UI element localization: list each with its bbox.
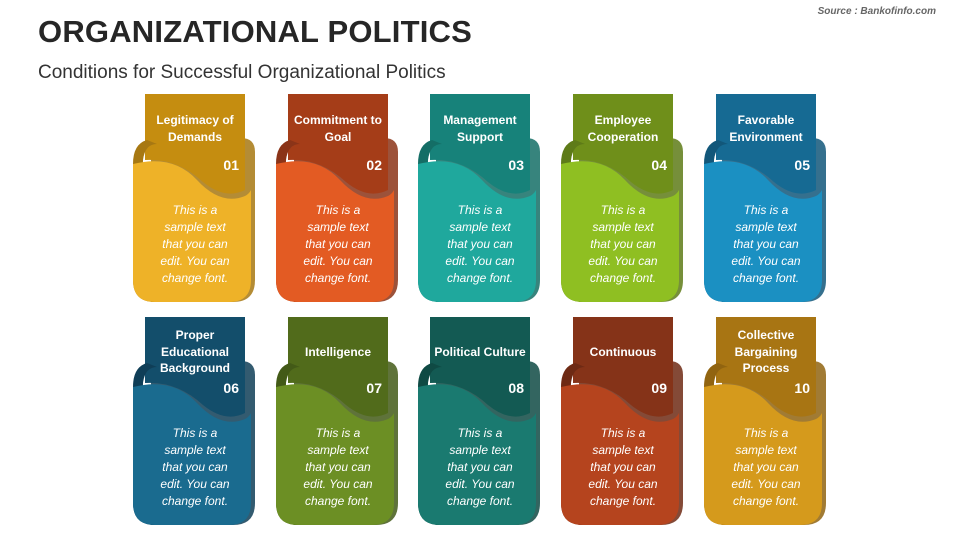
- card-08: Political Culture 08 This is a sample text…: [418, 317, 542, 527]
- card-shape: [276, 94, 398, 302]
- card-number: 03: [508, 157, 524, 173]
- card-number: 02: [366, 157, 382, 173]
- card-title: Proper Educational Background: [159, 327, 230, 376]
- card-title: Commitment to Goal: [294, 113, 382, 144]
- card-title: Collective Bargaining Process: [734, 327, 798, 376]
- card-shape: [561, 94, 683, 302]
- card-shape: [133, 317, 255, 525]
- source-note: Source : Bankofinfo.com: [817, 6, 936, 17]
- card-04: Employee Cooperation 04 This is a sample t…: [561, 94, 685, 304]
- card-shape: [418, 317, 540, 525]
- card-shape: [133, 94, 255, 302]
- card-title: Legitimacy of Demands: [156, 113, 234, 144]
- card-shape: [276, 317, 398, 525]
- card-number: 09: [651, 380, 667, 396]
- card-body-text: This is a sample text that you can edit.…: [160, 426, 230, 508]
- card-number: 07: [366, 380, 382, 396]
- card-title: Favorable Environment: [729, 113, 803, 144]
- card-number: 06: [223, 380, 239, 396]
- card-02: Commitment to Goal 02 This is a sample tex…: [276, 94, 400, 304]
- card-03: Management Support 03 This is a sample tex…: [418, 94, 542, 304]
- card-shape: [704, 94, 826, 302]
- card-05: Favorable Environment 05 This is a sample …: [704, 94, 828, 304]
- card-07: Intelligence 07 This is a sample text that…: [276, 317, 400, 527]
- card-number: 01: [223, 157, 239, 173]
- card-body-text: This is a sample text that you can edit.…: [160, 203, 230, 285]
- card-body-text: This is a sample text that you can edit.…: [303, 203, 373, 285]
- card-shape: [418, 94, 540, 302]
- card-body-text: This is a sample text that you can edit.…: [445, 426, 515, 508]
- card-09: Continuous 09 This is a sample text that y…: [561, 317, 685, 527]
- card-06: Proper Educational Background 06 This is a…: [133, 317, 257, 527]
- card-number: 05: [794, 157, 810, 173]
- card-shape: [561, 317, 683, 525]
- card-body-text: This is a sample text that you can edit.…: [303, 426, 373, 508]
- card-title: Management Support: [443, 113, 517, 144]
- card-10: Collective Bargaining Process 10 This is a…: [704, 317, 828, 527]
- card-number: 04: [651, 157, 667, 173]
- card-body-text: This is a sample text that you can edit.…: [445, 203, 515, 285]
- card-title: Political Culture: [434, 344, 526, 359]
- card-title: Employee Cooperation: [587, 113, 659, 144]
- card-shape: [704, 317, 826, 525]
- page-subtitle: Conditions for Successful Organizational…: [38, 62, 446, 83]
- card-body-text: This is a sample text that you can edit.…: [731, 203, 801, 285]
- card-body-text: This is a sample text that you can edit.…: [588, 426, 658, 508]
- card-body-text: This is a sample text that you can edit.…: [588, 203, 658, 285]
- card-body-text: This is a sample text that you can edit.…: [731, 426, 801, 508]
- card-number: 10: [794, 380, 810, 396]
- card-title: Continuous: [589, 344, 657, 359]
- card-title: Intelligence: [304, 344, 372, 359]
- page-title: ORGANIZATIONAL POLITICS: [38, 14, 472, 49]
- card-number: 08: [508, 380, 524, 396]
- card-01: Legitimacy of Demands 01 This is a sample …: [133, 94, 257, 304]
